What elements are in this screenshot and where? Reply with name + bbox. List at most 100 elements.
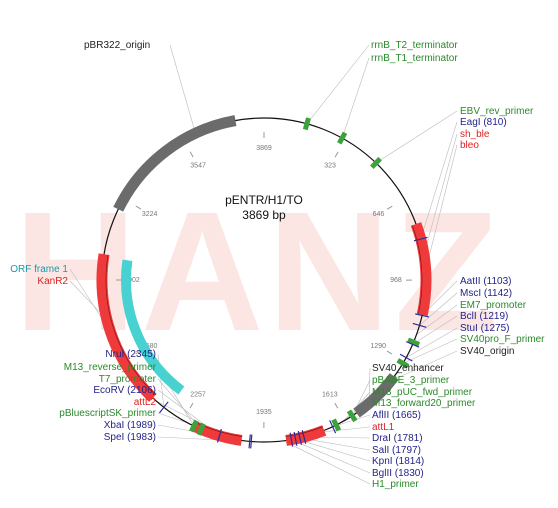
label-nrui[interactable]: NruI (2345) [105,349,156,360]
label-sv40pro-f-primer[interactable]: SV40pro_F_primer [460,334,545,345]
label-msci[interactable]: MscI (1142) [460,288,512,299]
tick-mark [334,151,339,158]
label-rrnb-t2-terminator[interactable]: rrnB_T2_terminator [371,40,458,51]
label-xbai[interactable]: XbaI (1989) [104,420,156,431]
label-pbluescriptsk-primer[interactable]: pBluescriptSK_primer [59,408,156,419]
enzyme-site-mark[interactable] [293,431,298,446]
tick-mark [334,402,339,409]
primer-mark[interactable] [346,409,358,423]
enzyme-site-mark[interactable] [415,313,430,318]
watermark: HANZ [14,177,502,367]
enzyme-site-mark[interactable] [248,434,251,449]
enzyme-site-mark[interactable] [405,341,420,348]
tick-label: 2580 [142,343,158,350]
primer-mark[interactable] [337,131,348,145]
label-stui[interactable]: StuI (1275) [460,323,509,334]
tick-label: 323 [324,163,336,170]
tick-marks: 3869 323 646 968 1290 1613 1935 2257 2580 2902 322… [115,132,413,429]
primer-mark[interactable] [189,419,199,433]
label-m13-puc-fwd-primer[interactable]: M13_pUC_fwd_primer [372,387,473,398]
enzyme-site-mark[interactable] [329,420,337,434]
label-bleo[interactable]: bleo [460,140,479,151]
feature-arc-resistance[interactable] [285,425,327,446]
label-sv40-origin[interactable]: SV40_origin [460,346,514,357]
enzyme-site-mark[interactable] [399,353,413,362]
primer-mark[interactable] [196,422,206,436]
label-pbr322-origin[interactable]: pBR322_origin [84,40,150,51]
tick-mark [135,205,142,210]
primer-mark[interactable] [407,337,421,347]
label-aatii[interactable]: AatII (1103) [460,276,512,287]
label-leader-line [402,338,458,364]
tick-label: 1935 [256,409,272,416]
feature-arc-strand [105,254,156,396]
label-leader-line [295,438,371,462]
tick-label: 3224 [142,211,158,218]
feature-arc-resistance[interactable] [96,253,157,402]
label-m13-reverse-primer[interactable]: M13_reverse_primer [64,362,157,373]
enzyme-site-mark[interactable] [412,322,427,328]
feature-arc-strand [285,426,323,437]
label-kanr2[interactable]: KanR2 [37,276,68,287]
label-attl1[interactable]: attL1 [372,422,395,433]
label-leader-line [412,315,458,345]
tick-label: 3869 [256,145,272,152]
label-sali[interactable]: SalI (1797) [372,445,421,456]
label-spei[interactable]: SpeI (1983) [104,432,156,443]
feature-arc-orf[interactable] [121,259,185,395]
label-leader-line [169,44,196,134]
label-leader-line [416,304,458,336]
feature-marks [159,117,430,449]
label-bglii[interactable]: BglII (1830) [372,468,424,479]
label-eagi[interactable]: EagI (810) [460,117,507,128]
label-leader-line [423,133,458,255]
label-bcli[interactable]: BclI (1219) [460,311,508,322]
label-t7-promoter[interactable]: T7_promoter [99,374,157,385]
tick-label: 2902 [124,277,140,284]
label-ebv-rev-primer[interactable]: EBV_rev_primer [460,106,534,117]
tick-mark [386,205,393,210]
feature-arc-ori[interactable] [113,115,237,212]
label-leader-line [306,44,370,124]
feature-arc-resistance[interactable] [410,222,432,316]
enzyme-site-mark[interactable] [413,236,428,242]
label-sv40-enhancer[interactable]: SV40_enhancer [372,363,444,374]
label-leader-line [390,350,458,381]
label-leader-line [419,292,458,326]
label-rrnb-t1-terminator[interactable]: rrnB_T1_terminator [371,53,458,64]
feature-arc-ori[interactable] [353,373,399,418]
label-pbabe-3-primer[interactable]: pBABE_3_primer [372,375,450,386]
primer-mark[interactable] [331,418,342,432]
label-h1-primer[interactable]: H1_primer [372,479,419,490]
tick-mark [189,402,194,409]
enzyme-site-mark[interactable] [289,432,294,447]
tick-mark [189,151,194,158]
label-m13-forward20-primer[interactable]: M13_forward20_primer [372,398,476,409]
primer-mark[interactable] [302,117,311,131]
label-em7-promoter[interactable]: EM7_promoter [460,300,527,311]
primer-mark[interactable] [396,358,410,369]
label-ecorv[interactable]: EcoRV (2106) [93,385,156,396]
label-leader-line [291,439,371,474]
label-aflii[interactable]: AflII (1665) [372,410,421,421]
label-sh-ble[interactable]: sh_ble [460,129,490,140]
label-kpni[interactable]: KpnI (1814) [372,456,424,467]
tick-label: 1613 [322,391,338,398]
enzyme-site-mark[interactable] [297,431,303,445]
enzyme-site-mark[interactable] [250,434,253,449]
enzyme-site-mark[interactable] [216,428,222,443]
label-leader-line [375,110,458,164]
enzyme-site-mark[interactable] [159,401,169,414]
label-leader-line [319,426,371,433]
enzyme-site-mark[interactable] [301,430,307,444]
label-orf-frame-1[interactable]: ORF frame 1 [10,264,68,275]
feature-arc-strand [411,225,423,314]
tick-label: 646 [373,211,385,218]
tick-label: 3547 [190,163,206,170]
label-attl2[interactable]: attL2 [134,397,157,408]
plasmid-size: 3869 bp [242,208,286,222]
primer-mark[interactable] [370,156,382,170]
label-drai[interactable]: DraI (1781) [372,433,423,444]
